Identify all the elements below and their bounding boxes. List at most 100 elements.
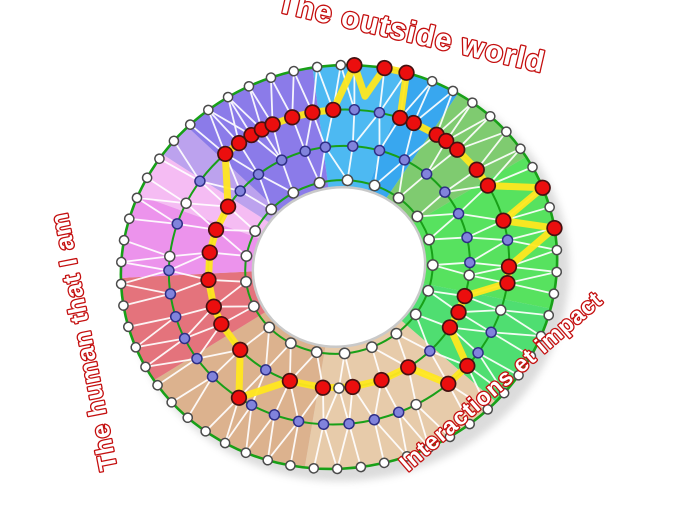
grid-node [498,387,510,399]
grid-node [551,266,563,278]
grid-node [115,256,127,268]
path-node [391,109,409,127]
grid-node [355,461,367,473]
grid-node [313,176,326,189]
grid-node [154,153,165,165]
path-node [314,379,332,396]
milestone-node [268,409,281,421]
grid-node [140,361,151,373]
path-node [459,357,476,375]
path-node [201,244,218,261]
path-node [325,101,342,119]
grid-node [378,457,390,469]
path-node [232,341,249,358]
path-node [449,141,466,158]
grid-node [115,278,127,290]
grid-node [262,454,274,466]
grid-node [423,233,435,246]
grid-node [311,61,323,73]
path-node [281,372,299,390]
grid-node [341,174,354,187]
grid-node [200,425,211,437]
milestone-node [373,144,386,157]
path-node [207,221,225,238]
milestone-node [245,399,258,411]
grid-node [123,321,134,333]
milestone-node [348,103,361,116]
milestone-node [299,145,311,157]
milestone-node [464,256,476,269]
grid-node [422,284,435,297]
grid-node [423,442,435,454]
path-node [373,371,390,389]
grid-node [184,119,196,130]
grid-node [392,191,405,204]
path-node [346,57,363,74]
grid-node [544,201,555,213]
grid-node [501,126,512,138]
milestone-node [368,414,381,426]
grid-node [164,250,176,263]
milestone-node [234,185,247,197]
milestone-node [292,415,305,428]
milestone-node [472,347,484,359]
grid-node [123,213,135,225]
path-node [440,375,457,392]
path-node [500,258,518,275]
path-node [400,359,417,376]
grid-node [525,350,537,362]
grid-node [130,341,142,353]
grid-node [401,450,413,462]
path-node [230,389,248,406]
grid-node [285,460,296,471]
grid-node [219,437,231,449]
grid-node [202,104,214,116]
grid-node [513,369,524,381]
grid-node [168,135,180,147]
grid-node [482,404,494,415]
grid-node [444,431,456,443]
grid-node [411,210,424,223]
milestone-node [501,234,514,246]
milestone-node [260,364,272,376]
grid-node [265,72,277,84]
grid-node [288,65,300,77]
grid-node [484,110,496,122]
milestone-node [317,418,330,431]
milestone-node [343,418,355,430]
path-node [499,274,516,292]
milestone-node [420,168,433,180]
grid-node [243,80,255,92]
milestone-node [439,186,451,198]
path-node [213,315,230,333]
grid-node [131,192,143,204]
grid-node [333,382,345,394]
grid-node [527,161,538,173]
milestone-node [452,207,465,220]
grid-node [551,244,563,256]
path-node [344,378,361,396]
milestone-node [164,288,177,300]
milestone-node [169,310,182,323]
path-node [219,198,237,215]
grid-node [426,75,438,87]
milestone-node [319,141,332,153]
grid-node [180,197,192,210]
path-node [438,132,455,150]
grid-node [467,97,478,109]
grid-node [182,412,194,424]
milestone-node [392,406,405,419]
milestone-node [252,168,265,181]
grid-node [338,347,351,360]
label-the-human-that-i-am: The human that I am [45,210,122,473]
grid-node [447,85,459,97]
milestone-node [191,352,203,365]
grid-node [240,249,253,262]
grid-node [141,172,153,184]
grid-node [308,462,320,474]
path-node [405,114,422,132]
path-node [205,298,222,315]
path-node [230,134,248,152]
